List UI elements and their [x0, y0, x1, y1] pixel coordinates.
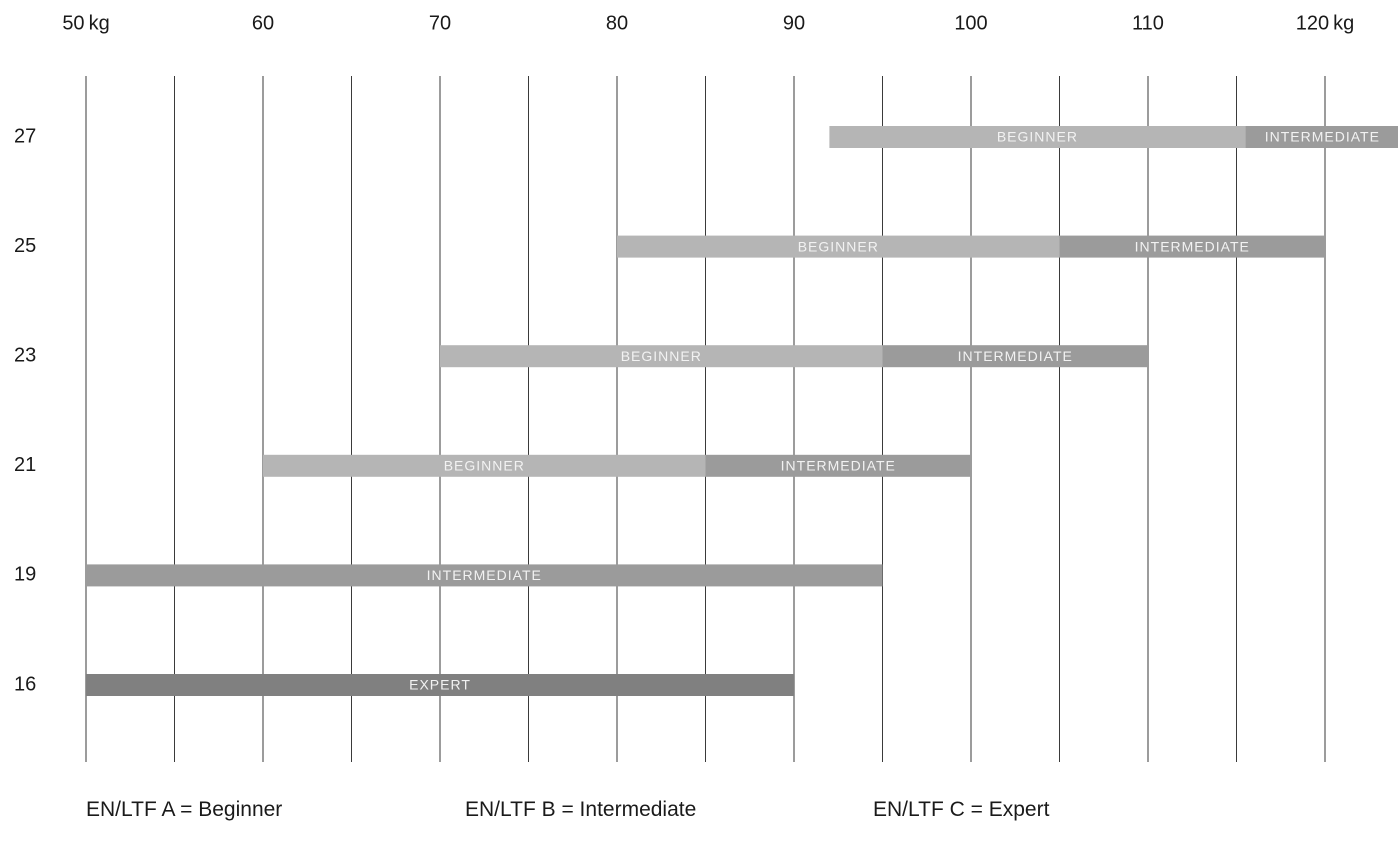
- range-bar-expert: [86, 674, 794, 696]
- range-bar-label: INTERMEDIATE: [958, 348, 1073, 364]
- legend-item-b: EN/LTF B = Intermediate: [465, 798, 697, 821]
- y-tick-label: 21: [14, 454, 36, 476]
- range-bars: BEGINNER INTERMEDIATE BEGINNER INTERMEDIATE…: [86, 126, 1398, 696]
- x-tick-label: 90: [783, 12, 805, 34]
- y-tick-label: 25: [14, 235, 36, 257]
- x-tick-label: 110: [1132, 12, 1164, 34]
- range-bar-label: EXPERT: [409, 677, 471, 693]
- range-bar-intermediate: [705, 454, 971, 477]
- x-tick-label: 100: [954, 12, 987, 34]
- range-bar-label: BEGINNER: [798, 238, 879, 254]
- range-bar-label: BEGINNER: [621, 348, 702, 364]
- x-axis-ticks: 50 kg 60 70 80 90 100 110 120 kg: [62, 12, 1354, 34]
- range-bar-beginner: [263, 454, 706, 477]
- legend-item-a: EN/LTF A = Beginner: [86, 798, 283, 821]
- y-axis-ticks: 27 25 23 21 19 16: [14, 125, 36, 695]
- y-tick-label: 23: [14, 344, 36, 366]
- range-bar-beginner: [829, 126, 1246, 148]
- x-tick-label: 60: [252, 12, 274, 34]
- grid-lines: [85, 76, 1326, 762]
- range-bar-label: BEGINNER: [444, 458, 525, 474]
- range-bar-label: INTERMEDIATE: [427, 567, 542, 583]
- range-bar-intermediate: [1245, 126, 1398, 148]
- range-bar-label: BEGINNER: [997, 129, 1078, 145]
- range-bar-intermediate: [882, 345, 1148, 368]
- x-tick-label: 120 kg: [1296, 12, 1355, 34]
- range-bar-intermediate: [1059, 235, 1325, 258]
- range-bar-intermediate: [86, 564, 883, 587]
- legend-item-c: EN/LTF C = Expert: [873, 798, 1050, 821]
- range-bar-label: INTERMEDIATE: [1265, 129, 1380, 145]
- x-tick-label: 80: [606, 12, 628, 34]
- y-tick-label: 16: [14, 673, 36, 695]
- y-tick-label: 27: [14, 125, 36, 147]
- x-tick-label: 50 kg: [62, 12, 109, 34]
- range-bar-beginner: [440, 345, 883, 368]
- range-bar-beginner: [617, 235, 1060, 258]
- range-bar-label: INTERMEDIATE: [1135, 238, 1250, 254]
- x-tick-label: 70: [429, 12, 451, 34]
- y-tick-label: 19: [14, 564, 36, 586]
- range-bar-label: INTERMEDIATE: [781, 458, 896, 474]
